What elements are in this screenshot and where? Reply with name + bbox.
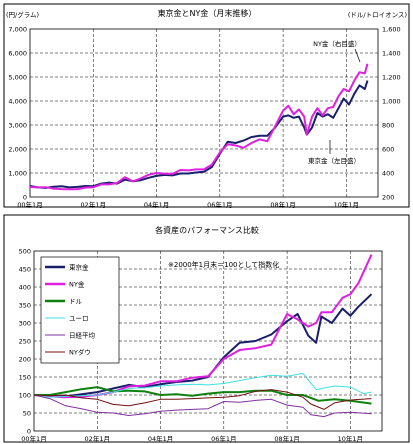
- left-axis-unit: (円/グラム): [6, 10, 39, 19]
- x-tick-label: 00年1月: [21, 434, 46, 443]
- legend-box: [40, 256, 120, 364]
- annotation-ny-gold: NY金（右目盛）: [313, 39, 361, 48]
- y-tick-label: 450: [19, 266, 31, 274]
- legend-label: NY金: [69, 280, 85, 289]
- left-tick-label: 6,000: [8, 50, 27, 58]
- legend-label: ドル: [69, 298, 83, 306]
- chart-tokyo-ny-gold: 東京金とNY金（月末推移） (円/グラム) (ドル/トロイオンス) 0 1,000 2,0…: [3, 3, 410, 209]
- series-line-5: [33, 389, 372, 410]
- plot-area: [29, 28, 379, 198]
- right-tick-label: 1,400: [382, 50, 401, 58]
- x-tick-label: 08年1月: [274, 434, 299, 443]
- y-tick-label: 200: [19, 356, 31, 364]
- x-tick-label: 10年1月: [334, 200, 359, 209]
- x-tick-label: 04年1月: [148, 434, 173, 443]
- left-tick-label: 2,000: [8, 146, 27, 154]
- right-tick-label: 400: [382, 170, 394, 178]
- chart-title: 東京金とNY金（月末推移）: [158, 8, 257, 18]
- annotation-tokyo-gold: 東京金（左目盛）: [308, 156, 360, 165]
- chart-frame: [3, 3, 410, 208]
- chart-annotation: ※2000年1月末＝100として指数化: [168, 260, 279, 269]
- series-line-0: [33, 293, 373, 398]
- right-tick-label: 200: [382, 194, 394, 202]
- legend-label: 東京金: [69, 263, 89, 272]
- left-tick-label: 4,000: [8, 98, 27, 106]
- y-tick-label: 400: [19, 284, 31, 292]
- chart-title: 各資産のパフォーマンス比較: [155, 225, 259, 235]
- x-tick-label: 04年1月: [144, 200, 169, 209]
- right-tick-label: 1,200: [382, 74, 401, 82]
- y-tick-label: 100: [19, 392, 31, 400]
- left-tick-label: 5,000: [8, 74, 27, 82]
- y-tick-label: 300: [19, 320, 31, 328]
- series-line-3: [33, 372, 372, 398]
- left-tick-label: 7,000: [8, 26, 27, 34]
- y-tick-label: 250: [19, 338, 31, 346]
- right-tick-label: 1,000: [382, 98, 401, 106]
- chart-asset-performance: 各資産のパフォーマンス比較 0 50 100 150 200 250 300 350 400 450…: [3, 214, 410, 443]
- right-tick-label: 600: [382, 146, 394, 154]
- y-tick-label: 150: [19, 374, 31, 382]
- series-line-ny-gold: [29, 63, 369, 191]
- annotation-arrow: [354, 48, 361, 63]
- legend-label: ユーロ: [69, 315, 89, 323]
- left-tick-label: 1,000: [8, 170, 27, 178]
- left-tick-label: 0: [23, 194, 27, 202]
- x-tick-label: 02年1月: [81, 200, 106, 209]
- legend-label: NYダウ: [69, 348, 91, 357]
- right-tick-label: 800: [382, 122, 394, 130]
- right-axis-unit: (ドル/トロイオンス): [348, 11, 407, 19]
- series-line-4: [33, 394, 372, 418]
- legend-label: 日経平均: [69, 331, 96, 340]
- y-tick-label: 0: [27, 428, 31, 436]
- x-tick-label: 10年1月: [338, 434, 363, 443]
- x-tick-label: 08年1月: [270, 200, 295, 209]
- right-tick-label: 1,600: [382, 26, 401, 34]
- x-tick-label: 00年1月: [17, 200, 42, 209]
- y-tick-label: 50: [23, 410, 31, 418]
- y-tick-label: 350: [19, 302, 31, 310]
- x-tick-label: 02年1月: [85, 434, 110, 443]
- y-tick-label: 500: [19, 248, 31, 256]
- x-tick-label: 06年1月: [207, 200, 232, 209]
- left-tick-label: 3,000: [8, 122, 27, 130]
- x-tick-label: 06年1月: [211, 434, 236, 443]
- series-line-2: [34, 386, 372, 405]
